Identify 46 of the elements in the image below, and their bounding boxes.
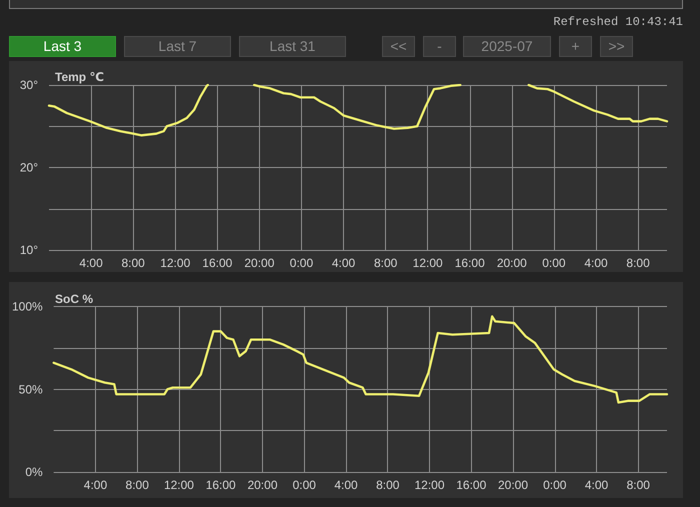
x-tick-label: 12:00 [414, 478, 445, 492]
y-tick-label: 50% [18, 382, 44, 396]
x-tick-label: 8:00 [126, 478, 150, 492]
x-tick-label: 0:00 [543, 478, 567, 492]
x-tick-label: 20:00 [247, 478, 278, 492]
x-tick-label: 4:00 [584, 478, 609, 492]
x-tick-label: 4:00 [584, 256, 608, 270]
x-tick-label: 20:00 [496, 256, 528, 270]
x-tick-label: 8:00 [376, 478, 400, 492]
chart-title: SoC % [55, 292, 94, 306]
x-tick-label: 12:00 [164, 478, 194, 492]
button[interactable]: + [559, 36, 592, 57]
x-tick-label: 20:00 [244, 256, 275, 270]
x-tick-label: 4:00 [79, 256, 104, 270]
x-tick-label: 4:00 [334, 478, 358, 492]
button[interactable]: << [382, 36, 415, 57]
x-tick-label: 0:00 [292, 478, 316, 492]
y-tick-label: 0% [25, 465, 44, 479]
x-tick-label: 16:00 [202, 256, 233, 270]
x-tick-label: 16:00 [206, 478, 236, 492]
x-tick-label: 12:00 [160, 256, 191, 270]
y-tick-label: 30° [20, 78, 38, 92]
button[interactable]: >> [600, 36, 633, 57]
line-series [52, 315, 668, 404]
button[interactable]: Last 7 [124, 36, 231, 57]
x-tick-label: 8:00 [121, 256, 146, 270]
button[interactable]: - [423, 36, 456, 57]
x-tick-label: 16:00 [456, 478, 487, 492]
text: Refreshed 10:43:41 [553, 15, 683, 29]
x-tick-label: 12:00 [412, 256, 444, 270]
x-tick-label: 4:00 [84, 478, 108, 492]
chart-title: Temp ℃ [55, 70, 104, 84]
x-tick-label: 8:00 [374, 256, 398, 270]
button[interactable]: Last 3 [9, 36, 116, 57]
x-tick-label: 8:00 [626, 256, 650, 270]
y-tick-label: 10° [20, 243, 38, 257]
x-tick-label: 8:00 [626, 478, 650, 492]
x-tick-label: 20:00 [498, 478, 528, 492]
x-tick-label: 0:00 [290, 256, 314, 270]
y-tick-label: 20° [20, 160, 38, 174]
button[interactable]: 2025-07 [463, 36, 551, 57]
x-tick-label: 16:00 [454, 256, 486, 270]
x-tick-label: 4:00 [332, 256, 356, 270]
button[interactable]: Last 31 [239, 36, 346, 57]
y-tick-label: 100% [12, 300, 44, 314]
x-tick-label: 0:00 [542, 256, 566, 270]
